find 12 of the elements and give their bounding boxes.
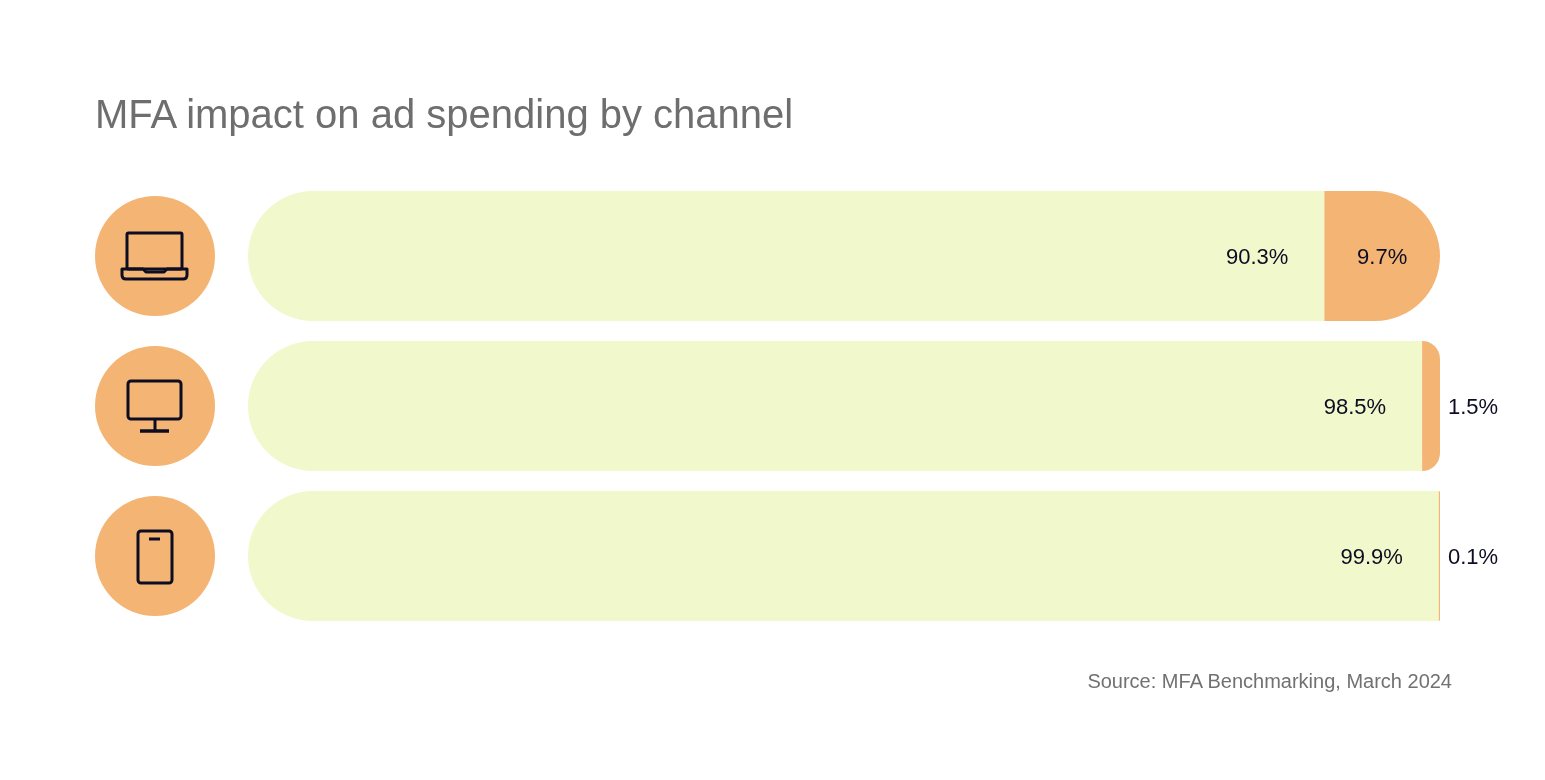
data-label: 9.7% xyxy=(1357,243,1408,269)
data-label: 98.5% xyxy=(1323,393,1387,419)
bar xyxy=(1422,341,1440,471)
data-label: 90.3% xyxy=(1225,243,1289,269)
chart-title: MFA impact on ad spending by channel xyxy=(95,92,794,136)
bar xyxy=(248,491,1439,621)
data-label: 99.9% xyxy=(1340,543,1403,569)
data-label: 1.5% xyxy=(1448,393,1499,419)
bar xyxy=(248,341,1423,471)
source-note: Source: MFA Benchmarking, March 2024 xyxy=(1087,670,1452,692)
data-label: 0.1% xyxy=(1448,543,1499,569)
bar xyxy=(248,191,1325,321)
